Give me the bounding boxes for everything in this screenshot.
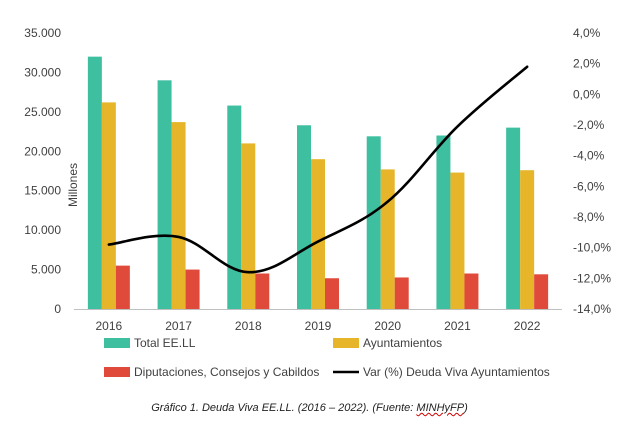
bar <box>464 273 479 309</box>
bar <box>325 278 339 309</box>
caption-main: Gráfico 1. Deuda Viva EE.LL. (2016 – 202… <box>151 402 417 414</box>
legend-label: Ayuntamientos <box>363 336 442 350</box>
bar <box>436 135 451 309</box>
y-right-tick-label: -6,0% <box>573 179 605 193</box>
chart-caption: Gráfico 1. Deuda Viva EE.LL. (2016 – 202… <box>0 402 619 414</box>
bar <box>255 273 270 309</box>
bar <box>297 125 311 310</box>
y-left-tick-label: 10.000 <box>24 223 61 237</box>
bar <box>87 56 102 310</box>
bar <box>171 122 186 309</box>
bar <box>394 277 409 309</box>
y-right-tick-label: -2,0% <box>573 118 605 132</box>
y-right-tick-label: -8,0% <box>573 210 605 224</box>
y-right-tick-label: 4,0% <box>573 26 601 40</box>
x-tick-label: 2022 <box>514 319 541 333</box>
bar <box>311 159 325 309</box>
bar <box>366 136 381 309</box>
y-left-tick-label: 15.000 <box>24 184 61 198</box>
y-right-tick-label: -4,0% <box>573 149 605 163</box>
y-right-tick-label: -14,0% <box>573 302 611 316</box>
y-left-tick-label: 30.000 <box>24 65 61 79</box>
legend-swatch <box>104 338 130 348</box>
legend-swatch <box>333 338 359 348</box>
bar <box>227 105 242 309</box>
y-left-axis-title: Millones <box>66 163 80 207</box>
y-right-tick-label: -12,0% <box>573 271 611 285</box>
y-left-tick-label: 35.000 <box>24 26 61 40</box>
x-tick-label: 2020 <box>374 319 401 333</box>
y-right-tick-label: 2,0% <box>573 57 601 71</box>
bar <box>520 170 535 309</box>
caption-source: MINHyFP <box>416 402 465 414</box>
x-tick-label: 2018 <box>235 319 262 333</box>
x-tick-label: 2017 <box>165 319 192 333</box>
bar <box>115 265 130 309</box>
y-left-tick-label: 25.000 <box>24 105 61 119</box>
legend-label: Total EE.LL <box>134 336 196 350</box>
legend-swatch <box>104 367 130 377</box>
bar <box>241 143 256 309</box>
x-tick-label: 2021 <box>444 319 471 333</box>
y-left-tick-label: 5.000 <box>31 263 61 277</box>
legend-label: Diputaciones, Consejos y Cabildos <box>134 365 319 379</box>
y-right-tick-label: -10,0% <box>573 241 611 255</box>
bar <box>157 80 172 309</box>
debt-chart: 0 5.000 10.000 15.000 20.000 25.000 30.000 35.0… <box>24 26 611 379</box>
y-right-tick-label: 0,0% <box>573 87 601 101</box>
x-tick-label: 2016 <box>96 319 123 333</box>
bar <box>450 172 465 309</box>
bar <box>506 127 521 309</box>
y-left-tick-label: 0 <box>54 302 61 316</box>
bar <box>101 102 116 309</box>
bar <box>380 169 395 309</box>
caption-close: ) <box>464 402 468 414</box>
bar <box>185 269 200 309</box>
line-series-var-deuda <box>107 65 529 274</box>
x-tick-label: 2019 <box>305 319 332 333</box>
bar <box>534 274 549 309</box>
y-left-tick-label: 20.000 <box>24 144 61 158</box>
legend-label: Var (%) Deuda Viva Ayuntamientos <box>363 365 550 379</box>
